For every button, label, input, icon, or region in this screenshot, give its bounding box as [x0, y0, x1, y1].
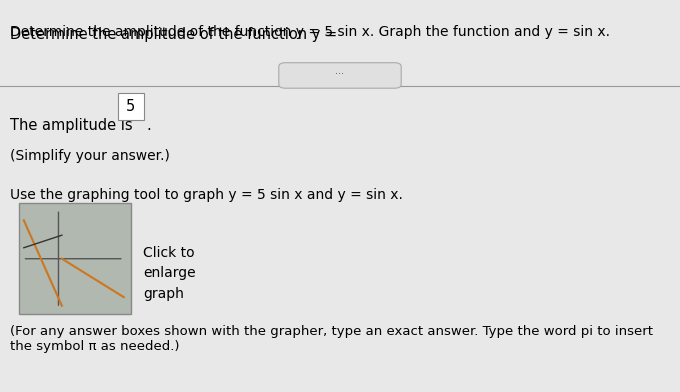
Text: (Simplify your answer.): (Simplify your answer.) — [10, 149, 170, 163]
Text: (For any answer boxes shown with the grapher, type an exact answer. Type the wor: (For any answer boxes shown with the gra… — [10, 325, 653, 353]
Text: enlarge: enlarge — [143, 267, 195, 280]
Text: Determine the amplitude of the function y =: Determine the amplitude of the function … — [10, 27, 342, 42]
Text: 5: 5 — [126, 99, 135, 114]
Text: ···: ··· — [335, 69, 345, 80]
Text: Use the graphing tool to graph y = 5 sin x and y = sin x.: Use the graphing tool to graph y = 5 sin… — [10, 188, 403, 202]
FancyBboxPatch shape — [279, 63, 401, 88]
Text: .: . — [146, 118, 151, 132]
Text: graph: graph — [143, 287, 184, 301]
Text: Determine the amplitude of the function y = 5 sin x. Graph the function and y = : Determine the amplitude of the function … — [10, 25, 610, 40]
Text: Click to: Click to — [143, 245, 194, 260]
FancyBboxPatch shape — [19, 203, 131, 314]
FancyBboxPatch shape — [118, 93, 144, 120]
Text: The amplitude is: The amplitude is — [10, 118, 137, 132]
